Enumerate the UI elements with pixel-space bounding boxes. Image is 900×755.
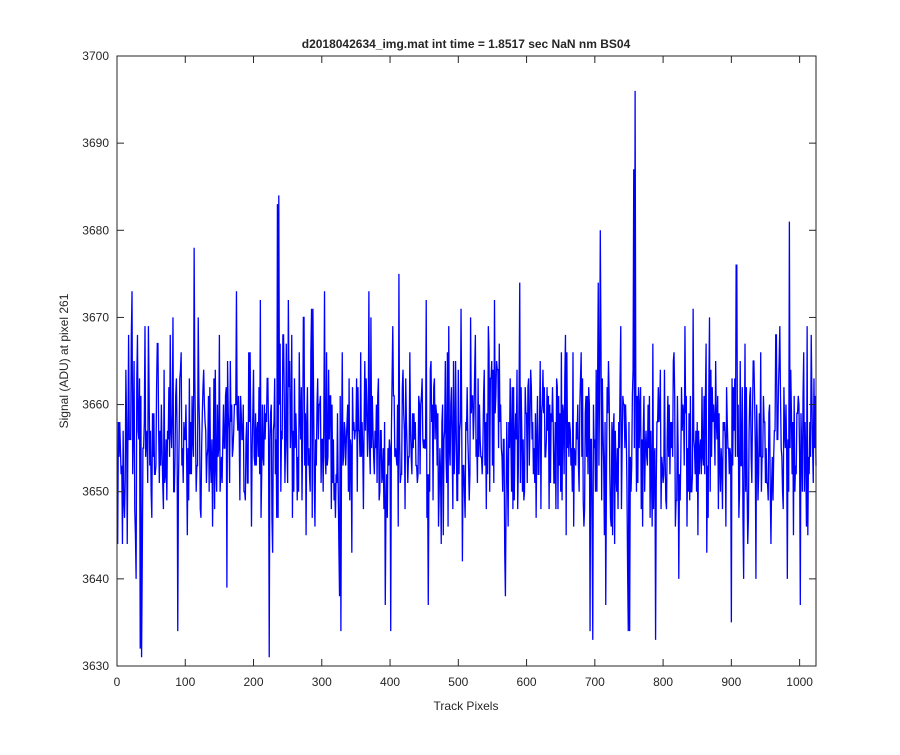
x-tick-label: 200 — [244, 675, 264, 689]
y-tick-label: 3670 — [82, 310, 109, 324]
x-tick-label: 100 — [175, 675, 195, 689]
x-tick-label: 400 — [380, 675, 400, 689]
y-tick-label: 3690 — [82, 136, 109, 150]
x-tick-label: 900 — [721, 675, 741, 689]
y-axis-label: Signal (ADU) at pixel 261 — [57, 293, 71, 428]
x-tick-label: 700 — [585, 675, 605, 689]
x-tick-label: 800 — [653, 675, 673, 689]
plot-background — [117, 56, 816, 666]
x-tick-label: 600 — [517, 675, 537, 689]
plot-box — [116, 55, 817, 667]
y-tick-label: 3680 — [82, 223, 109, 237]
x-tick-label: 0 — [114, 675, 121, 689]
y-tick-label: 3660 — [82, 398, 109, 412]
signal-series-line — [117, 90, 817, 658]
x-tick-label: 500 — [448, 675, 468, 689]
y-tick-label: 3640 — [82, 572, 109, 586]
x-tick-label: 300 — [312, 675, 332, 689]
x-axis-label: Track Pixels — [434, 699, 499, 713]
y-tick-label: 3630 — [82, 659, 109, 673]
y-tick-label: 3650 — [82, 485, 109, 499]
chart-title: d2018042634_img.mat int time = 1.8517 se… — [302, 37, 631, 51]
y-tick-label: 3700 — [82, 49, 109, 63]
x-tick-label: 1000 — [786, 675, 813, 689]
